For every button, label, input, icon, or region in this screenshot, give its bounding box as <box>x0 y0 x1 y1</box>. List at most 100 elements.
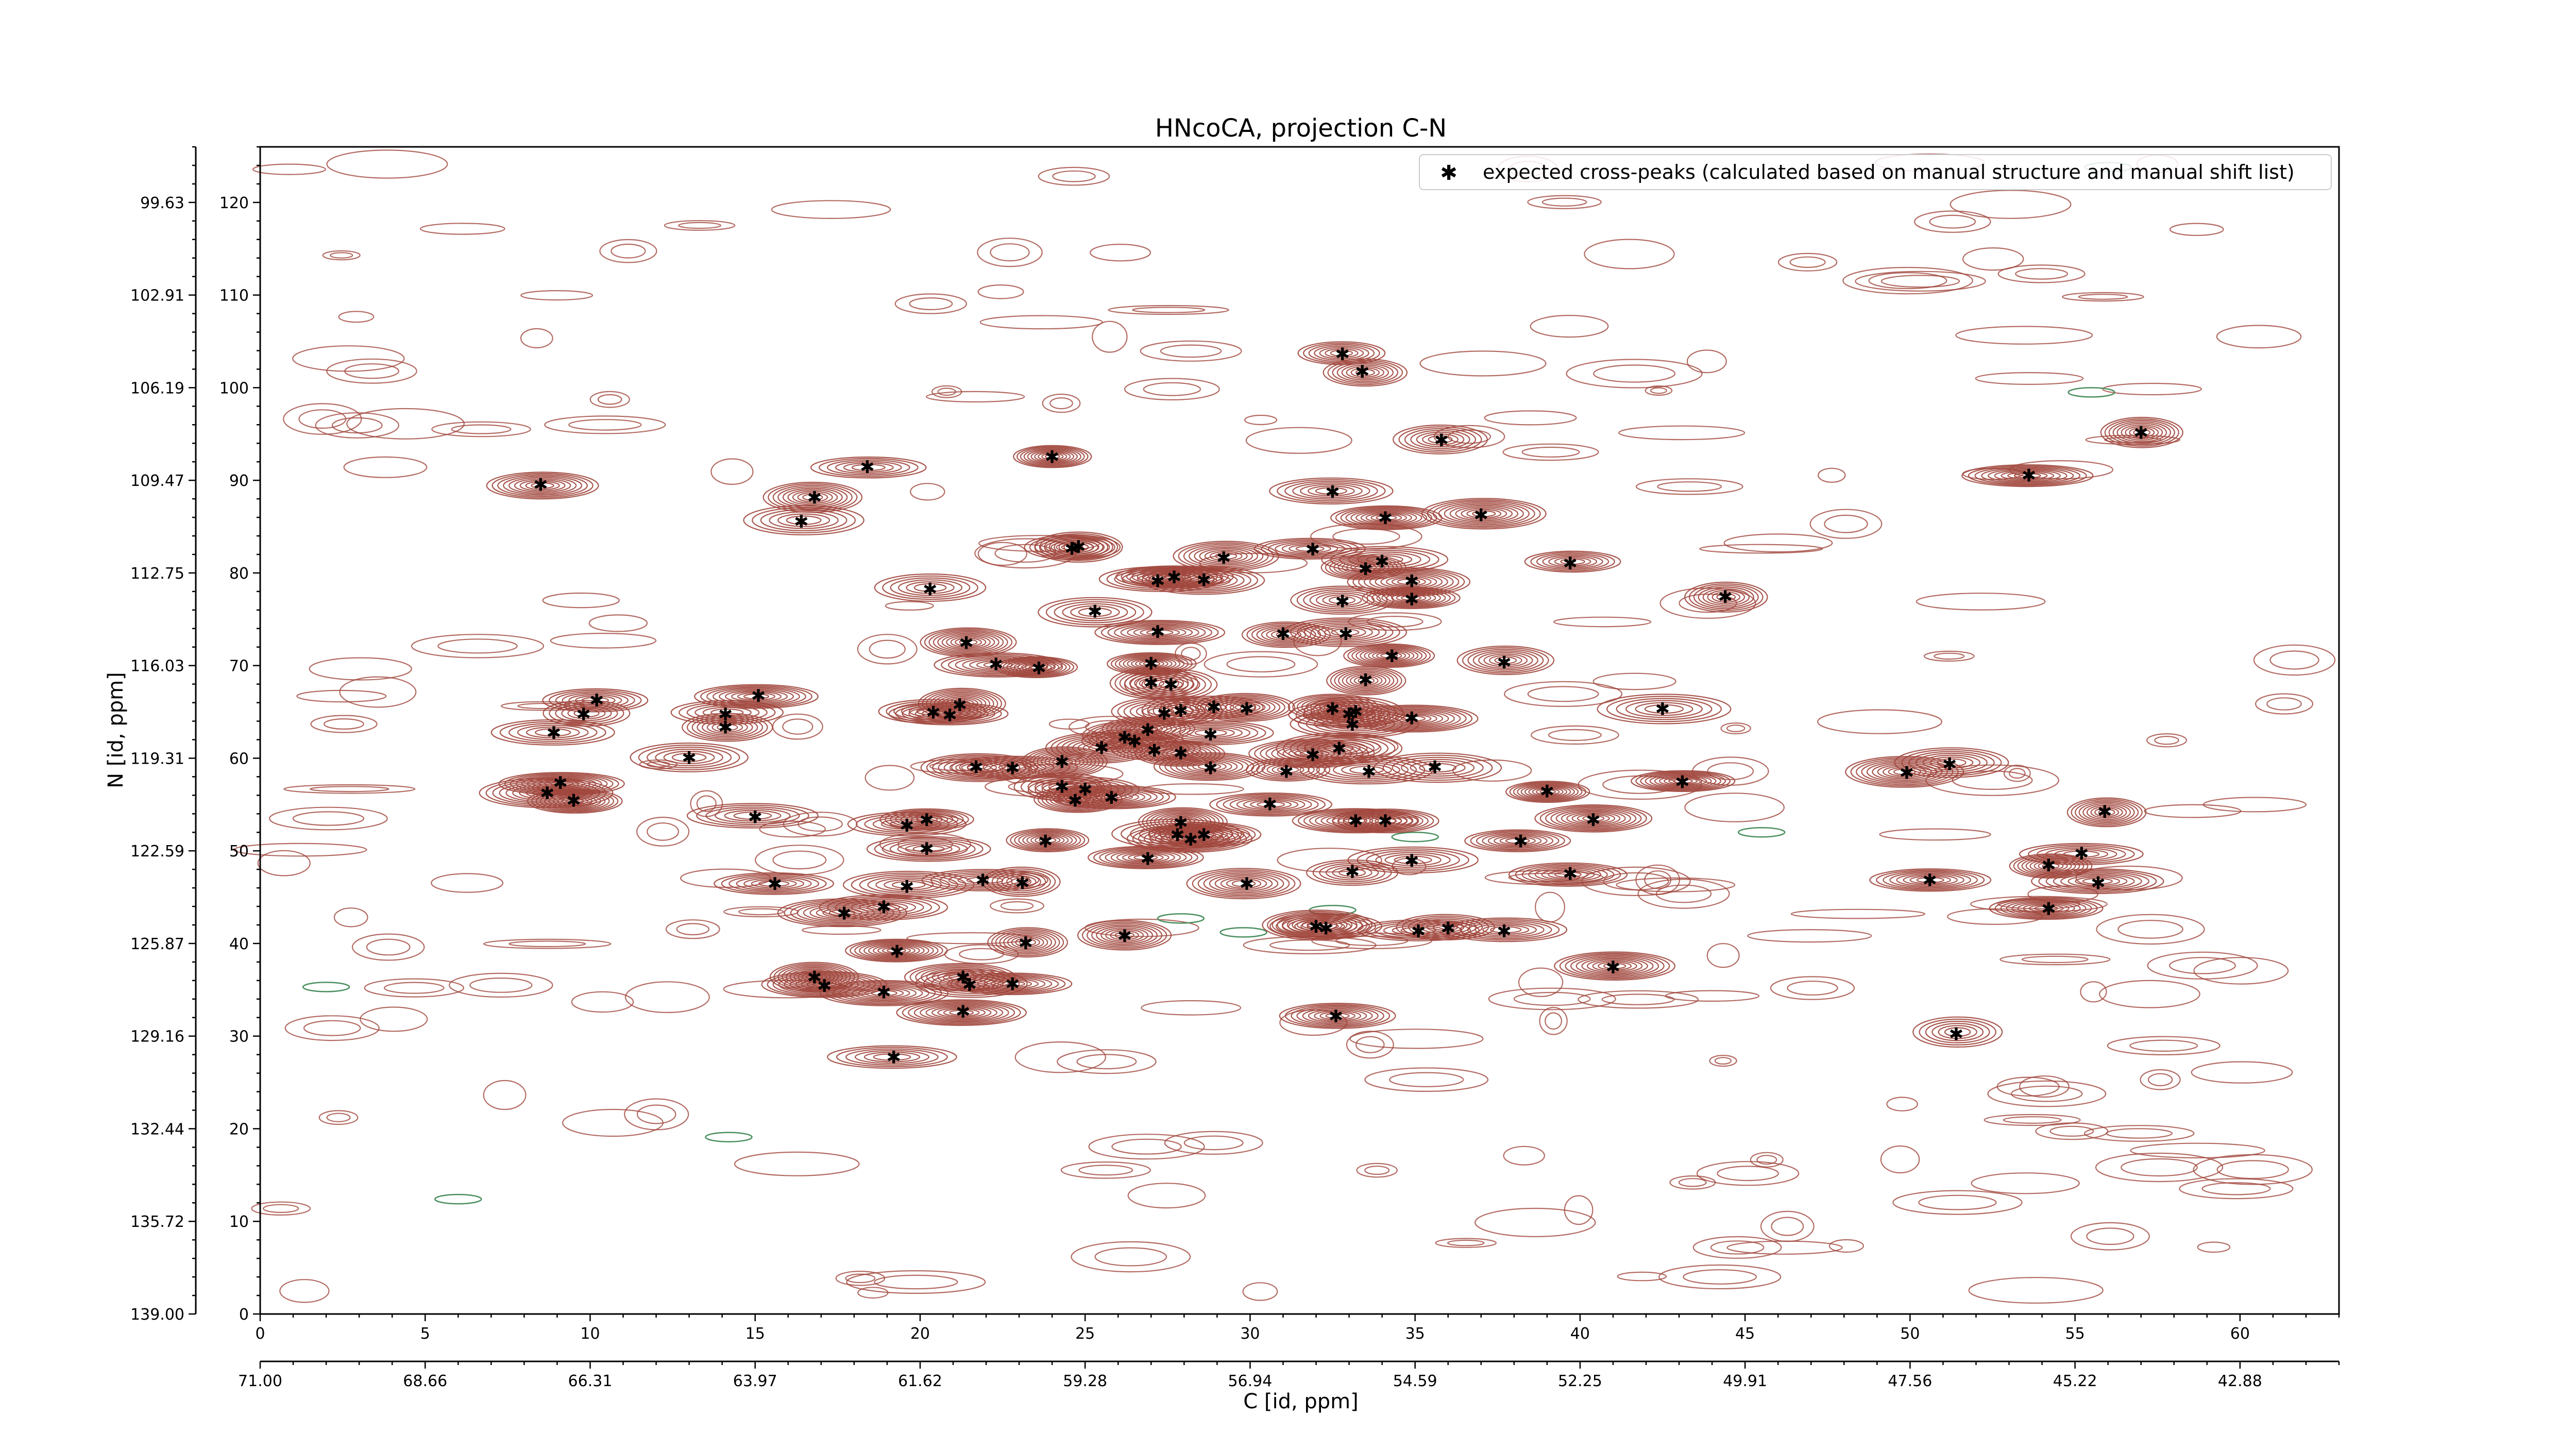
peak-marker-layer: ✱ ✱ ✱ ✱ ✱ ✱ ✱ ✱ ✱ ✱ ✱ ✱ ✱ ✱ ✱ ✱ ✱ ✱ ✱ ✱ ✱ ✱ ✱ ✱ ✱ ✱ ✱ ✱ ✱ ✱ ✱ ✱ ✱ ✱ ✱ ✱ ✱ ✱ ✱ ✱… <box>533 344 2148 1068</box>
noise-contour <box>296 689 387 703</box>
peak-contour <box>924 629 1013 656</box>
peak-contour <box>1045 599 1144 626</box>
peak-contour <box>1261 539 1359 559</box>
negative-contour <box>434 1193 482 1205</box>
peak-contour <box>1226 878 1262 889</box>
peak-contour <box>508 477 577 495</box>
noise-contour <box>1962 247 2024 271</box>
cross-peak-marker: ✱ <box>1055 777 1070 797</box>
cross-peak-marker: ✱ <box>900 816 914 836</box>
peak-contour <box>1225 701 1266 714</box>
peak-contour <box>2067 875 2128 887</box>
noise-contour <box>1541 197 1587 207</box>
peak-contour <box>1297 737 1382 760</box>
peak-contour <box>1314 345 1369 361</box>
peak-contour <box>1148 822 1262 848</box>
cross-peak-marker: ✱ <box>1276 624 1291 645</box>
peak-contour <box>1581 957 1648 974</box>
peak-contour <box>1532 787 1564 797</box>
noise-contour <box>1447 1239 1485 1246</box>
noise-contour <box>1042 393 1081 413</box>
peak-contour <box>1915 752 1988 772</box>
cross-peak-marker: ✱ <box>1335 592 1350 612</box>
cross-peak-marker: ✱ <box>1606 957 1621 978</box>
cross-peak-marker: ✱ <box>1440 918 1455 939</box>
x-index-tick-label: 30 <box>1240 1325 1260 1343</box>
peak-contour <box>851 464 886 471</box>
peak-contour <box>1404 428 1477 451</box>
noise-contour <box>283 784 416 794</box>
peak-contour <box>1598 962 1632 971</box>
peak-contour <box>1022 833 1073 848</box>
noise-contour <box>1726 724 1745 732</box>
y-index-tick-label: 70 <box>229 658 249 676</box>
peak-contour <box>1582 815 1605 822</box>
peak-contour <box>845 1048 939 1066</box>
peak-contour <box>2094 807 2120 817</box>
peak-contour <box>910 815 943 824</box>
peak-contour <box>1494 656 1517 664</box>
peak-contour <box>1058 786 1170 808</box>
peak-contour <box>752 507 856 533</box>
peak-contour <box>1045 453 1060 459</box>
peak-contour <box>1478 652 1533 669</box>
peak-contour <box>1209 551 1243 561</box>
cross-peak-marker: ✱ <box>1127 731 1142 752</box>
peak-contour <box>1147 676 1195 693</box>
peak-contour <box>1345 508 1428 527</box>
peak-contour <box>945 697 979 710</box>
peak-contour <box>525 481 560 491</box>
peak-contour <box>851 900 917 915</box>
peak-contour <box>1341 364 1389 381</box>
peak-contour <box>1021 663 1052 672</box>
peak-contour <box>1236 797 1306 812</box>
noise-contour <box>1160 344 1222 358</box>
peak-contour <box>1290 736 1389 761</box>
noise-contour <box>759 820 826 838</box>
peak-contour <box>1167 697 1257 718</box>
peak-contour <box>1325 348 1359 358</box>
noise-contour <box>326 358 417 384</box>
peak-contour <box>1101 794 1127 800</box>
noise-contour <box>597 394 622 405</box>
y-index-tick-label: 110 <box>219 287 249 305</box>
noise-contour <box>2095 1152 2224 1183</box>
peak-contour <box>1070 788 1158 806</box>
peak-contour <box>787 489 838 506</box>
y-index-tick-label: 10 <box>229 1213 249 1231</box>
peak-contour <box>1254 537 1366 560</box>
cross-peak-marker: ✱ <box>1147 740 1162 761</box>
peak-contour <box>950 699 975 709</box>
peak-contour <box>1994 898 2098 919</box>
x-index-tick-label: 60 <box>2230 1325 2250 1343</box>
peak-contour <box>1297 809 1414 833</box>
noise-contour <box>360 1006 428 1032</box>
peak-contour <box>1360 647 1419 664</box>
peak-contour <box>1068 543 1089 551</box>
peak-contour <box>1246 622 1326 647</box>
peak-contour <box>1091 924 1158 946</box>
legend-box <box>1419 154 2332 190</box>
noise-contour <box>2121 1158 2198 1177</box>
peak-contour <box>1007 934 1048 950</box>
peak-contour <box>1348 551 1421 568</box>
peak-contour <box>866 836 991 862</box>
peak-contour <box>1143 661 1161 666</box>
peak-contour <box>671 752 707 762</box>
noise-contour <box>1475 1207 1596 1237</box>
peak-contour <box>1640 772 1726 790</box>
peak-contour <box>1058 540 1099 554</box>
y-index-tick-label: 80 <box>229 565 249 583</box>
peak-contour <box>1319 1011 1355 1020</box>
peak-contour <box>1193 831 1217 838</box>
noise-contour <box>2201 1182 2271 1195</box>
peak-contour <box>768 483 858 512</box>
peak-contour <box>1044 754 1084 769</box>
cross-peak-marker: ✱ <box>1144 653 1159 674</box>
peak-contour <box>1994 469 2061 482</box>
cross-peak-marker: ✱ <box>1141 849 1156 870</box>
peak-contour <box>1030 835 1065 846</box>
peak-contour <box>1398 426 1482 453</box>
peak-contour <box>1322 594 1362 606</box>
peak-contour <box>858 987 910 999</box>
